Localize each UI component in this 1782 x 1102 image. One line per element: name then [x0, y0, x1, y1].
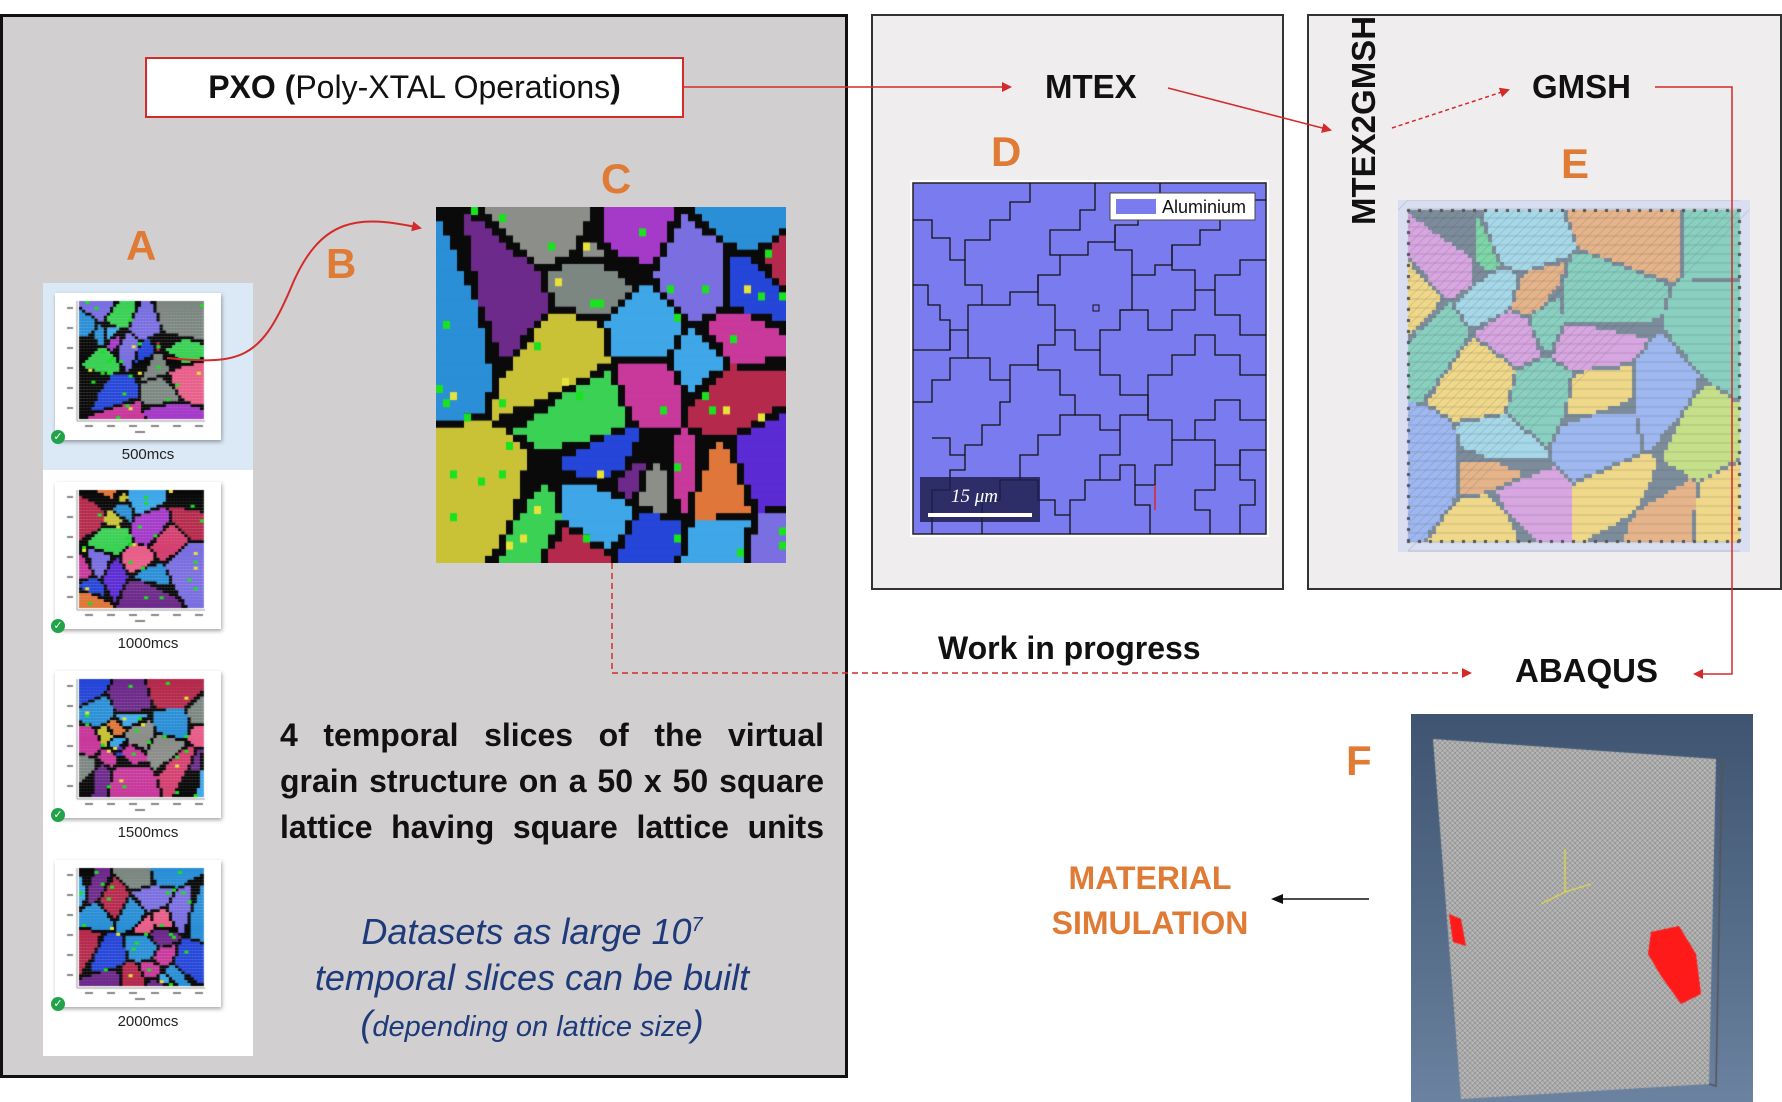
- mtex-grain-map: Aluminium 15 μm: [910, 180, 1269, 537]
- abaqus-mesh-plate: [1411, 714, 1753, 1102]
- thumbnail-1000mcs[interactable]: ✓ 1000mcs: [43, 472, 253, 659]
- check-icon: ✓: [51, 997, 65, 1011]
- mtex-grain-boundaries: Aluminium 15 μm: [912, 182, 1267, 535]
- thumbnail-strip: ✓ 500mcs ✓ 1000mcs ✓ 1500mcs ✓ 2000mcs: [43, 283, 253, 1056]
- thumbnail-2000mcs[interactable]: ✓ 2000mcs: [43, 850, 253, 1037]
- label-b: B: [326, 240, 357, 287]
- thumbnail-1500mcs[interactable]: ✓ 1500mcs: [43, 661, 253, 848]
- datasets-note: Datasets as large 107 temporal slices ca…: [272, 902, 792, 1050]
- slices-description: 4 temporal slices of the virtual grain s…: [280, 712, 824, 850]
- pxo-fullname: Poly-XTAL Operations: [295, 69, 611, 105]
- thumbnail-caption: 2000mcs: [117, 1013, 179, 1030]
- thumbnail-caption: 1000mcs: [117, 635, 179, 652]
- mtex-legend: Aluminium: [1109, 192, 1256, 221]
- label-a: A: [126, 222, 157, 269]
- datasets-paren: ): [691, 1003, 704, 1044]
- mtex-scalebar: 15 μm: [920, 477, 1040, 522]
- abaqus-render: [1411, 714, 1753, 1102]
- mtex-scalebar-label: 15 μm: [951, 486, 998, 507]
- datasets-text: Datasets as large 10: [361, 911, 692, 952]
- material-simulation-line: SIMULATION: [1051, 905, 1249, 941]
- check-icon: ✓: [51, 808, 65, 822]
- datasets-exponent: 7: [691, 914, 703, 936]
- label-c: C: [601, 155, 632, 202]
- grain-thumbnail-image: [55, 671, 221, 818]
- check-icon: ✓: [51, 619, 65, 633]
- thumbnail-caption: 500mcs: [121, 446, 175, 463]
- grain-thumbnail-image: [55, 482, 221, 629]
- material-simulation-line: MATERIAL: [1068, 860, 1232, 896]
- datasets-line-2: temporal slices can be built: [314, 957, 750, 998]
- label-e: E: [1561, 140, 1590, 187]
- description-line: lattice having square lattice units: [280, 809, 824, 845]
- arrow-mtex2gmsh-to-gmsh: [1391, 87, 1510, 129]
- grain-structure-image: [436, 207, 786, 563]
- grain-thumbnail-image: [55, 293, 221, 440]
- abaqus-label: ABAQUS: [1515, 652, 1659, 689]
- check-icon: ✓: [51, 430, 65, 444]
- datasets-paren: (: [360, 1003, 373, 1044]
- label-d: D: [991, 128, 1022, 175]
- material-simulation-label: MATERIAL SIMULATION: [1020, 856, 1280, 946]
- grain-thumbnail-image: [55, 860, 221, 1007]
- arrow-grain-to-abaqus: [611, 563, 1472, 678]
- arrow-thumbnail-to-grain: [166, 220, 422, 362]
- pxo-open-paren: (: [284, 69, 296, 105]
- datasets-line-1: Datasets as large 107: [272, 902, 792, 955]
- datasets-text: depending on lattice size: [372, 1011, 692, 1043]
- gmsh-label: GMSH: [1532, 68, 1631, 105]
- label-f: F: [1346, 737, 1372, 784]
- description-line: 4 temporal slices of the virtual: [280, 717, 824, 753]
- gmsh-mesh-image: [1398, 200, 1750, 552]
- pxo-title-box: PXO (Poly-XTAL Operations): [145, 57, 684, 118]
- thumbnail-500mcs[interactable]: ✓ 500mcs: [43, 283, 253, 470]
- work-in-progress-label: Work in progress: [938, 630, 1201, 666]
- mtex-legend-label: Aluminium: [1162, 197, 1246, 217]
- description-line: grain structure on a 50 x 50 square: [280, 763, 824, 799]
- mtex-label: MTEX: [1045, 68, 1137, 105]
- thumbnail-caption: 1500mcs: [117, 824, 179, 841]
- arrow-gmsh-to-abaqus: [1655, 86, 1733, 679]
- pxo-acronym: PXO: [208, 69, 276, 105]
- datasets-line-3: (depending on lattice size): [272, 1001, 792, 1050]
- pxo-close-paren: ): [610, 69, 621, 105]
- arrow-mtex-to-mtex2gmsh: [1167, 87, 1332, 133]
